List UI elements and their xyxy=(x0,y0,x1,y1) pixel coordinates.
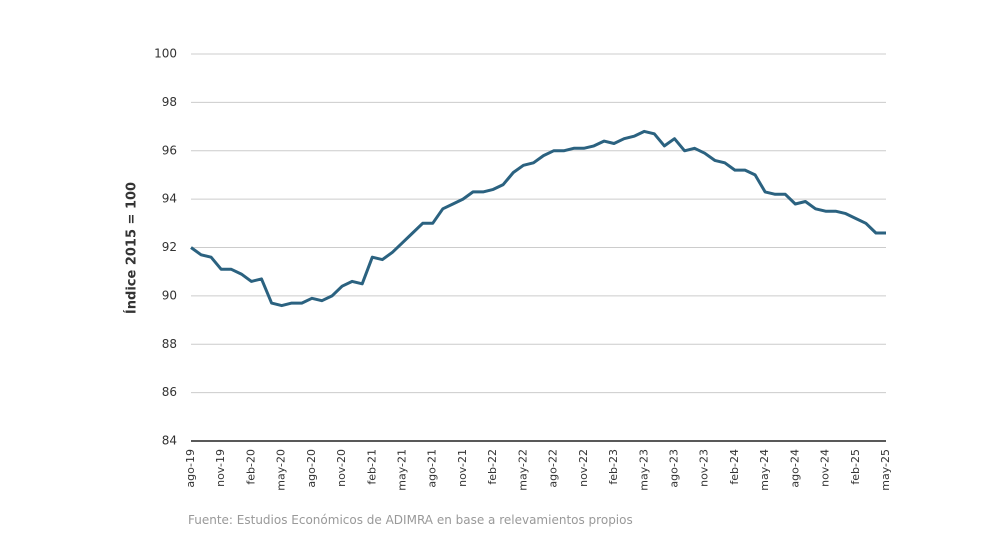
y-tick-label: 98 xyxy=(162,95,177,109)
y-tick-label: 88 xyxy=(162,337,177,351)
data-line xyxy=(190,129,886,308)
x-tick-label: nov-19 xyxy=(214,449,227,487)
x-tick-label: may-25 xyxy=(879,449,892,491)
x-tick-label: may-20 xyxy=(275,449,288,491)
x-tick-label: ago-22 xyxy=(547,449,560,488)
y-axis-label: Índice 2015 = 100 xyxy=(124,182,140,314)
y-tick-label: 92 xyxy=(162,240,177,254)
x-tick-label: feb-23 xyxy=(607,449,620,485)
x-tick-label: nov-22 xyxy=(577,449,590,487)
x-tick-label: nov-23 xyxy=(698,449,711,487)
x-tick-label: feb-20 xyxy=(244,449,257,485)
x-tick-label: feb-24 xyxy=(728,449,741,485)
x-tick-label: may-24 xyxy=(758,449,771,491)
y-tick-label: 84 xyxy=(162,434,177,448)
x-tick-label: nov-20 xyxy=(335,449,348,487)
x-tick-label: ago-19 xyxy=(184,449,197,488)
x-tick-label: feb-25 xyxy=(849,449,862,485)
x-tick-label: ago-20 xyxy=(305,449,318,488)
y-tick-label: 96 xyxy=(162,143,177,157)
x-tick-label: ago-21 xyxy=(426,449,439,488)
y-tick-label: 90 xyxy=(162,288,177,302)
y-tick-label: 100 xyxy=(154,47,177,61)
x-tick-label: nov-24 xyxy=(819,449,832,487)
x-tick-label: may-22 xyxy=(516,449,529,491)
x-tick-label: ago-23 xyxy=(667,449,680,488)
x-tick-label: feb-22 xyxy=(486,449,499,485)
x-tick-label: nov-21 xyxy=(456,449,469,487)
y-tick-label: 94 xyxy=(162,192,177,206)
x-tick-label: ago-24 xyxy=(788,449,801,488)
x-tick-label: may-21 xyxy=(396,449,409,491)
x-tick-label: feb-21 xyxy=(365,449,378,485)
source-note: Fuente: Estudios Económicos de ADIMRA en… xyxy=(188,513,633,527)
x-tick-label: may-23 xyxy=(637,449,650,491)
y-tick-label: 86 xyxy=(162,385,177,399)
